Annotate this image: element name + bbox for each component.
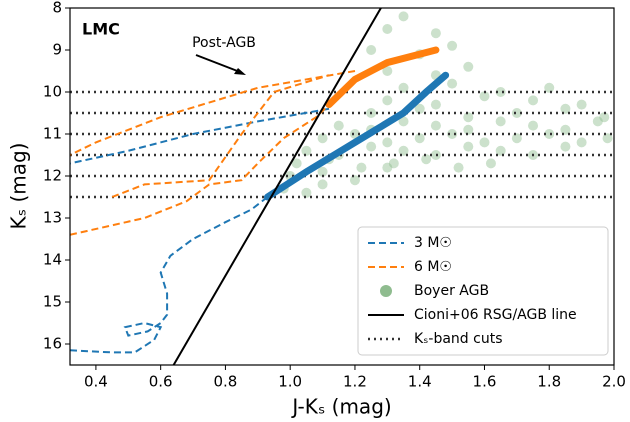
data-point bbox=[528, 95, 539, 106]
y-tick-label: 13 bbox=[43, 209, 62, 227]
data-point bbox=[421, 154, 432, 165]
data-point bbox=[414, 133, 425, 144]
data-point bbox=[576, 137, 587, 148]
data-point bbox=[463, 124, 474, 135]
data-point bbox=[560, 103, 571, 114]
data-point bbox=[430, 150, 441, 160]
data-point bbox=[430, 120, 441, 131]
data-point bbox=[398, 116, 409, 127]
x-tick-label: 2.0 bbox=[602, 373, 626, 391]
legend bbox=[357, 226, 609, 356]
data-point bbox=[349, 129, 360, 139]
legend-label: Boyer AGB bbox=[414, 283, 489, 299]
data-point bbox=[366, 45, 377, 55]
data-point bbox=[333, 120, 344, 131]
data-point bbox=[398, 11, 409, 22]
data-point bbox=[382, 66, 393, 76]
data-point bbox=[485, 158, 496, 169]
data-point bbox=[479, 137, 490, 148]
data-point bbox=[388, 158, 399, 169]
x-tick-label: 1.4 bbox=[408, 373, 432, 391]
x-axis-label: J-Kₛ (mag) bbox=[290, 395, 391, 419]
legend-marker bbox=[380, 285, 392, 297]
data-point bbox=[447, 78, 458, 89]
data-point bbox=[356, 162, 367, 173]
data-point bbox=[382, 137, 393, 148]
data-point bbox=[479, 91, 490, 102]
data-point bbox=[495, 116, 506, 127]
x-tick-label: 1.8 bbox=[537, 373, 561, 391]
data-point bbox=[366, 141, 377, 152]
region-label: LMC bbox=[82, 20, 120, 39]
data-point bbox=[447, 129, 458, 139]
legend-label: 3 M☉ bbox=[414, 235, 452, 251]
data-point bbox=[398, 145, 409, 156]
x-tick-label: 1.0 bbox=[278, 373, 302, 391]
y-tick-label: 15 bbox=[43, 293, 62, 311]
tp-agb-line bbox=[325, 46, 440, 109]
data-point bbox=[317, 179, 328, 190]
data-point bbox=[511, 108, 522, 118]
data-point bbox=[599, 112, 610, 123]
legend-label: Cioni+06 RSG/AGB line bbox=[414, 307, 577, 323]
arrow-head bbox=[234, 68, 246, 75]
axes-frame bbox=[69, 7, 615, 366]
data-point bbox=[382, 95, 393, 106]
x-tick-label: 1.2 bbox=[343, 373, 367, 391]
data-point bbox=[576, 99, 587, 110]
data-point bbox=[447, 40, 458, 51]
annotation: Post-AGB bbox=[192, 35, 256, 51]
data-point bbox=[382, 24, 393, 34]
data-point bbox=[398, 82, 409, 93]
data-point bbox=[463, 112, 474, 123]
data-point bbox=[430, 99, 441, 110]
y-axis-label: Kₛ (mag) bbox=[7, 143, 31, 230]
track-line bbox=[70, 107, 330, 354]
y-tick-label: 14 bbox=[43, 251, 62, 269]
x-tick-label: 0.4 bbox=[84, 373, 108, 391]
data-point bbox=[602, 133, 613, 144]
y-tick-label: 12 bbox=[43, 167, 62, 185]
legend-label: 6 M☉ bbox=[414, 259, 452, 275]
data-point bbox=[463, 141, 474, 152]
data-point bbox=[317, 133, 328, 144]
x-tick-label: 0.8 bbox=[213, 373, 237, 391]
boundary-line bbox=[172, 8, 382, 365]
data-point bbox=[495, 145, 506, 156]
tp-agb-line bbox=[264, 71, 450, 201]
data-point bbox=[511, 133, 522, 144]
data-point bbox=[463, 61, 474, 72]
data-point bbox=[382, 162, 393, 173]
data-point bbox=[301, 187, 312, 198]
data-point bbox=[560, 141, 571, 152]
y-tick-label: 9 bbox=[52, 41, 62, 59]
y-tick-label: 10 bbox=[43, 83, 62, 101]
y-tick-label: 16 bbox=[43, 335, 62, 353]
data-point bbox=[592, 116, 603, 127]
data-point bbox=[349, 175, 360, 186]
data-point bbox=[301, 145, 312, 156]
data-point bbox=[430, 28, 441, 39]
data-point bbox=[317, 166, 328, 177]
y-tick-label: 8 bbox=[52, 0, 62, 17]
data-point bbox=[560, 124, 571, 135]
data-point bbox=[544, 82, 555, 93]
y-tick-label: 11 bbox=[43, 125, 62, 143]
plot-area bbox=[70, 8, 614, 365]
track-line bbox=[70, 70, 356, 236]
data-point bbox=[528, 120, 539, 131]
annotation-arrow bbox=[195, 54, 241, 73]
x-tick-label: 0.6 bbox=[149, 373, 173, 391]
data-point bbox=[544, 129, 555, 139]
data-point bbox=[414, 103, 425, 114]
data-point bbox=[453, 162, 464, 173]
data-point bbox=[291, 158, 302, 169]
legend-label: Kₛ-band cuts bbox=[414, 331, 502, 347]
x-tick-label: 1.6 bbox=[473, 373, 497, 391]
data-point bbox=[495, 87, 506, 97]
